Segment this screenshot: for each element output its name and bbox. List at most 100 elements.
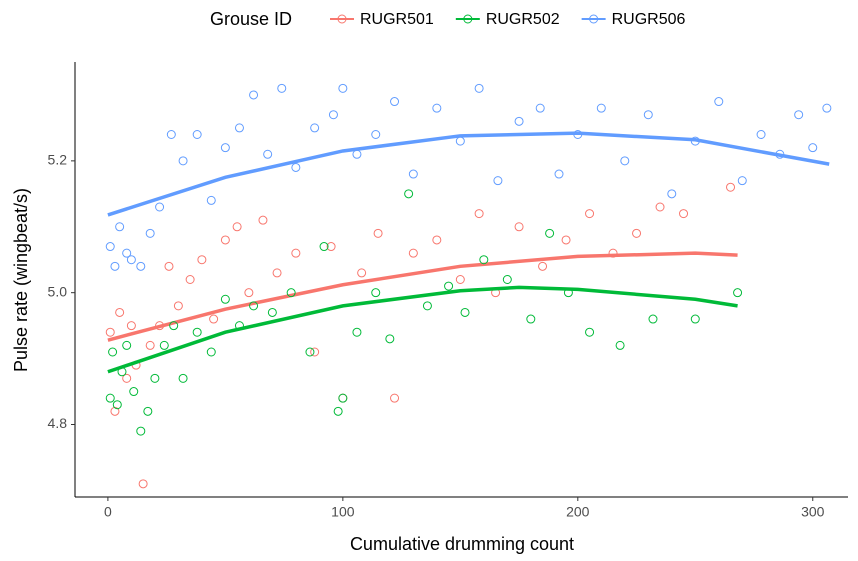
point [164, 261, 174, 271]
point [408, 248, 418, 258]
point [338, 393, 348, 403]
point [126, 321, 136, 331]
y-tick-label: 4.8 [48, 415, 68, 431]
point [286, 288, 296, 298]
point [197, 255, 207, 265]
point [667, 189, 677, 199]
point [455, 275, 465, 284]
point [596, 103, 606, 113]
point [538, 261, 548, 271]
point [234, 123, 244, 133]
point [291, 162, 301, 172]
point [178, 156, 188, 166]
point [220, 235, 230, 245]
legend-key-point [589, 14, 599, 24]
point [404, 189, 414, 199]
point [326, 242, 336, 252]
point [185, 275, 195, 284]
point [249, 90, 259, 100]
point [822, 103, 832, 113]
y-axis-title: Pulse rate (wingbeat/s) [11, 188, 31, 372]
point [105, 242, 115, 252]
point [338, 83, 348, 93]
point [808, 143, 818, 153]
fit-line [107, 251, 738, 342]
point [220, 294, 230, 304]
legend-label: RUGR501 [360, 11, 434, 28]
point [371, 288, 381, 298]
point [455, 136, 465, 146]
point [173, 301, 183, 311]
point [493, 176, 503, 186]
point [105, 327, 115, 337]
point [169, 321, 179, 331]
point [474, 83, 484, 93]
y-tick-label: 5.0 [48, 283, 68, 299]
point [726, 182, 736, 192]
point [756, 130, 766, 139]
point [310, 123, 320, 133]
fit-line [107, 131, 830, 217]
x-tick-label: 100 [331, 504, 355, 520]
point [122, 373, 132, 383]
point [145, 340, 155, 350]
point [526, 314, 536, 324]
point [115, 222, 125, 232]
point [794, 110, 804, 120]
point [422, 301, 432, 311]
x-tick-label: 300 [801, 504, 825, 520]
point [655, 202, 665, 212]
point [514, 222, 524, 232]
point [319, 242, 329, 252]
point [545, 228, 555, 238]
point [444, 281, 454, 291]
point [390, 97, 400, 107]
fit-line [107, 285, 738, 374]
point [136, 426, 146, 436]
point [690, 314, 700, 324]
x-tick-label: 200 [566, 504, 590, 520]
point [232, 222, 242, 232]
point [561, 235, 571, 245]
point [291, 248, 301, 258]
point [333, 406, 343, 416]
point [143, 406, 153, 416]
legend-key-point [463, 14, 473, 24]
point [112, 400, 122, 410]
point [535, 103, 545, 113]
point [108, 347, 118, 357]
point [352, 149, 362, 159]
point [474, 209, 484, 219]
point [554, 169, 564, 179]
point [632, 228, 642, 238]
point [220, 143, 230, 153]
point [155, 202, 165, 212]
point [615, 340, 625, 350]
point [390, 393, 400, 403]
point [129, 387, 139, 397]
point [357, 268, 367, 278]
point [258, 215, 268, 225]
legend-label: RUGR506 [612, 11, 686, 28]
y-tick-label: 5.2 [48, 152, 68, 168]
point [209, 314, 219, 324]
point [138, 479, 148, 489]
point [714, 97, 724, 107]
point [110, 261, 120, 271]
legend-key-point [337, 14, 347, 24]
point [244, 288, 254, 298]
point [136, 261, 146, 271]
point [110, 406, 120, 416]
point [166, 130, 176, 139]
point [328, 110, 338, 120]
point [585, 327, 595, 337]
legend-label: RUGR502 [486, 11, 560, 28]
x-axis-title: Cumulative drumming count [350, 534, 574, 554]
point [115, 307, 125, 317]
point [432, 235, 442, 245]
point [585, 209, 595, 219]
point [385, 334, 395, 344]
point [648, 314, 658, 324]
point [373, 228, 383, 238]
